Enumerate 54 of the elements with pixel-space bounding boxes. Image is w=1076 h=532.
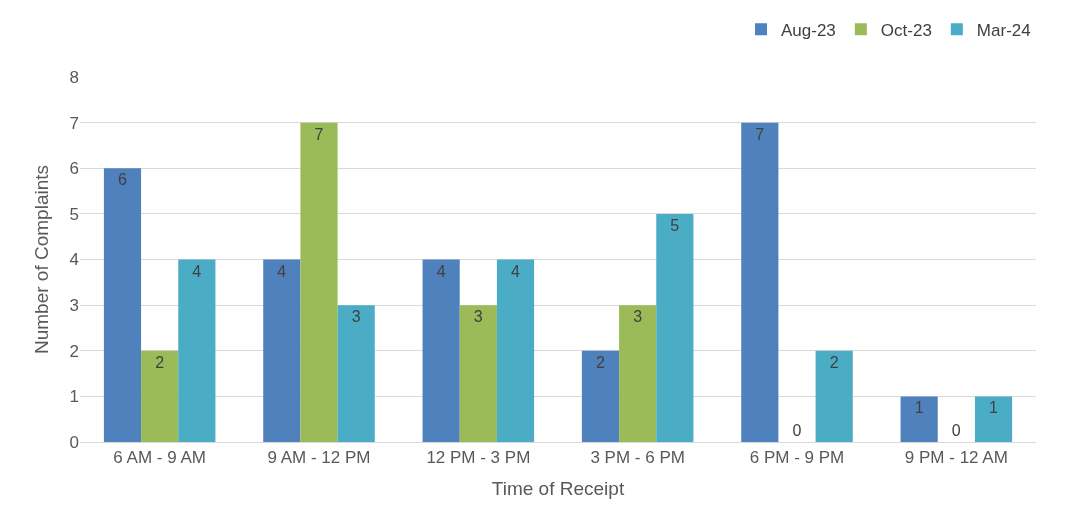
data-label: 1 xyxy=(914,399,924,417)
data-label: 3 xyxy=(351,308,361,326)
data-label: 6 xyxy=(117,171,127,189)
bar xyxy=(619,305,657,442)
data-label: 7 xyxy=(314,125,324,143)
y-tick-label: 4 xyxy=(69,250,79,270)
data-label: 4 xyxy=(277,262,287,280)
x-axis-title: Time of Receipt xyxy=(491,478,625,500)
bar xyxy=(459,305,497,442)
bar xyxy=(974,396,1013,442)
data-label: 2 xyxy=(595,353,605,371)
data-label: 4 xyxy=(436,262,446,280)
bar xyxy=(178,259,216,442)
legend-label: Mar-24 xyxy=(976,20,1031,40)
y-tick-label: 5 xyxy=(69,204,79,224)
x-tick-label: 6 AM - 9 AM xyxy=(113,448,206,468)
data-label: 0 xyxy=(951,422,961,439)
bar xyxy=(741,122,779,442)
bar xyxy=(300,122,338,442)
data-label: 4 xyxy=(511,262,521,280)
data-label: 0 xyxy=(792,422,802,439)
y-tick-label: 3 xyxy=(69,296,79,316)
y-tick-label: 8 xyxy=(69,67,79,87)
bar xyxy=(263,259,301,442)
y-tick-label: 0 xyxy=(69,432,79,452)
data-label: 4 xyxy=(192,262,202,280)
data-label: 7 xyxy=(755,125,765,143)
x-tick-label: 3 PM - 6 PM xyxy=(590,448,685,468)
bar xyxy=(900,396,938,442)
x-tick-label: 6 PM - 9 PM xyxy=(749,448,845,468)
x-tick-label: 12 PM - 3 PM xyxy=(426,448,531,468)
x-tick-label: 9 PM - 12 AM xyxy=(904,448,1008,468)
data-label: 2 xyxy=(829,353,839,371)
data-label: 2 xyxy=(155,353,165,371)
y-tick-label: 6 xyxy=(69,159,79,179)
data-label: 3 xyxy=(473,308,483,326)
x-tick-label: 9 AM - 12 PM xyxy=(267,448,371,468)
y-tick-label: 7 xyxy=(69,113,79,133)
bar xyxy=(581,350,620,442)
y-axis-title: Number of Complaints xyxy=(31,164,53,355)
data-label: 3 xyxy=(633,308,643,326)
bar xyxy=(496,259,535,442)
data-label: 5 xyxy=(670,216,680,234)
y-tick-label: 2 xyxy=(69,341,79,361)
legend-label: Aug-23 xyxy=(781,20,836,40)
bar xyxy=(337,305,375,442)
bar xyxy=(815,350,853,442)
bar xyxy=(103,168,142,442)
legend-label: Oct-23 xyxy=(880,20,932,40)
y-tick-label: 1 xyxy=(69,387,79,407)
bar xyxy=(656,213,694,442)
bar xyxy=(141,350,179,442)
data-label: 1 xyxy=(989,399,999,417)
bar xyxy=(422,259,460,442)
